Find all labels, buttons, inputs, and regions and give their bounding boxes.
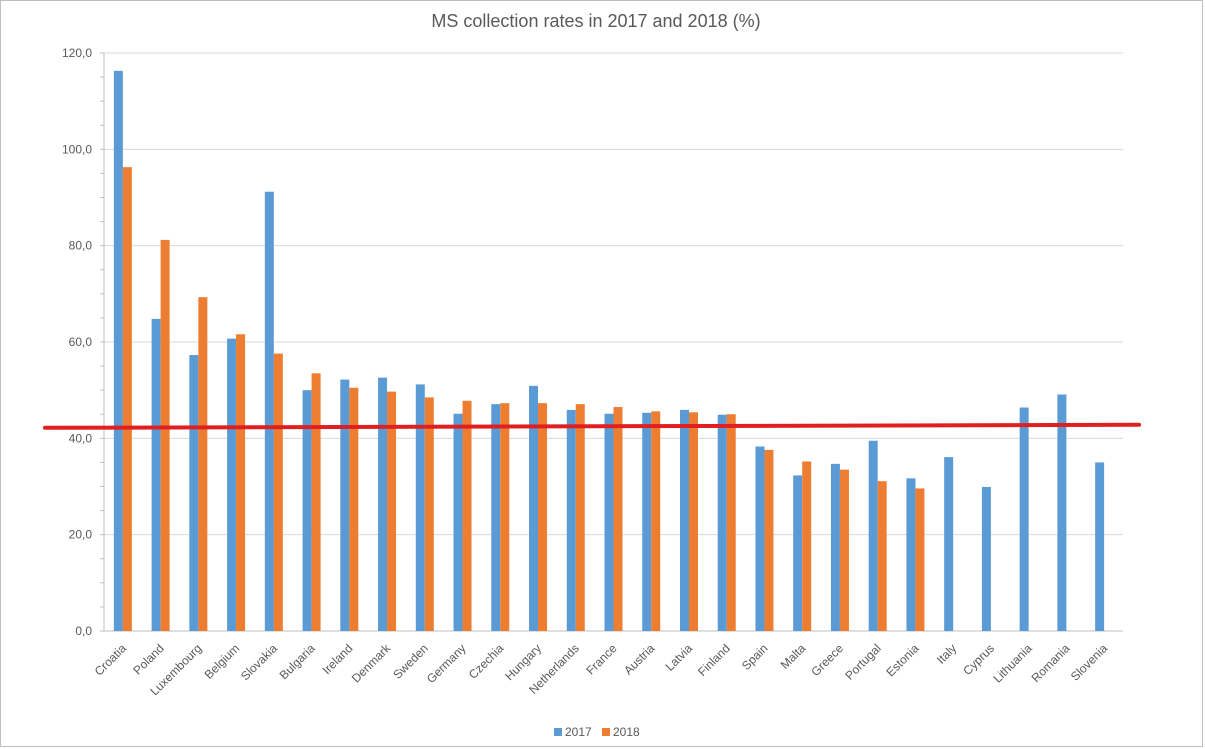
bar-2017-france: [604, 413, 614, 631]
legend-swatch-2017: [554, 728, 562, 736]
bar-2017-czechia: [491, 404, 501, 631]
bar-2017-romania: [1057, 394, 1067, 631]
bar-2018-luxembourg: [198, 297, 208, 631]
y-tick-label: 40,0: [69, 431, 93, 445]
x-tick-label: Slovakia: [238, 641, 280, 683]
bars: [113, 70, 1105, 632]
bar-2017-lithuania: [1019, 407, 1029, 631]
x-tick-label: Lithuania: [990, 641, 1035, 686]
bar-2017-slovenia: [1095, 462, 1105, 631]
annotations: [43, 422, 1141, 430]
x-tick-label: Malta: [778, 641, 809, 672]
x-tick-label: Italy: [934, 641, 959, 666]
bar-2018-latvia: [688, 412, 698, 631]
bar-2018-finland: [726, 414, 736, 631]
x-tick-label: Cyprus: [960, 641, 997, 678]
bar-2017-croatia: [113, 70, 123, 632]
bar-2018-portugal: [877, 481, 887, 631]
y-tick-label: 120,0: [62, 46, 92, 60]
x-tick-label: Germany: [424, 641, 469, 686]
bar-2018-slovakia: [273, 353, 283, 631]
bar-2017-finland: [717, 414, 727, 631]
x-tick-label: Ireland: [320, 641, 356, 677]
y-tick-label: 20,0: [69, 528, 93, 542]
bar-2017-bulgaria: [302, 390, 312, 631]
bar-2017-portugal: [868, 440, 878, 631]
x-tick-label: Spain: [739, 641, 771, 673]
bar-2018-hungary: [538, 403, 548, 631]
legend-swatch-2018: [602, 728, 610, 736]
x-tick-label: Belgium: [202, 641, 243, 682]
bar-2018-france: [613, 407, 623, 631]
bar-2017-luxembourg: [189, 355, 199, 631]
bar-2017-latvia: [679, 409, 689, 631]
bar-2018-spain: [764, 449, 774, 631]
bar-2018-malta: [802, 461, 812, 631]
bar-2018-austria: [651, 411, 661, 631]
bar-2018-bulgaria: [311, 373, 321, 631]
bar-2017-spain: [755, 446, 765, 631]
bar-2017-poland: [151, 318, 161, 631]
legend-label: 2017: [565, 725, 592, 739]
bar-2018-germany: [462, 400, 472, 631]
bar-2018-netherlands: [575, 404, 585, 631]
x-tick-label: Denmark: [349, 641, 394, 686]
bar-2018-belgium: [236, 334, 246, 631]
x-tick-label: Romania: [1029, 641, 1073, 685]
bar-2017-greece: [830, 463, 840, 631]
x-tick-label: Slovenia: [1068, 641, 1111, 684]
x-tick-label: Czechia: [466, 641, 507, 682]
bar-2017-cyprus: [981, 486, 991, 631]
x-tick-label: Poland: [130, 641, 166, 677]
bar-2017-austria: [642, 412, 652, 631]
x-tick-label: Croatia: [92, 641, 129, 678]
bar-2018-estonia: [915, 488, 925, 631]
bar-2018-greece: [839, 469, 849, 631]
bar-2018-czechia: [500, 403, 510, 631]
x-tick-label: France: [583, 641, 620, 678]
bar-2017-malta: [793, 475, 803, 631]
y-tick-label: 60,0: [69, 335, 93, 349]
bar-2017-denmark: [378, 377, 388, 631]
bar-2017-germany: [453, 413, 463, 631]
bar-2018-ireland: [349, 387, 359, 631]
bar-2017-hungary: [529, 385, 539, 631]
y-tick-label: 0,0: [75, 624, 92, 638]
bar-2018-denmark: [387, 391, 397, 631]
x-tick-label: Finland: [695, 641, 733, 679]
bar-2018-croatia: [122, 167, 132, 631]
y-tick-label: 100,0: [62, 142, 92, 156]
bar-2017-slovakia: [264, 191, 274, 631]
bar-2018-sweden: [424, 397, 434, 631]
bar-2017-netherlands: [566, 409, 576, 631]
bar-2017-estonia: [906, 478, 916, 631]
bar-2017-belgium: [227, 338, 237, 631]
bar-2017-italy: [944, 457, 954, 631]
bar-2017-sweden: [415, 384, 425, 631]
reference-line: [43, 422, 1141, 430]
x-tick-label: Estonia: [883, 641, 921, 679]
legend: 2017 2018: [554, 725, 640, 739]
y-tick-label: 80,0: [69, 239, 93, 253]
x-tick-label: Latvia: [663, 641, 696, 674]
x-tick-label: Austria: [621, 641, 658, 678]
x-tick-label: Portugal: [842, 641, 884, 683]
x-axis-labels: Croatia PolandLuxembourgBelgiumSlovakiaBu…: [92, 641, 1111, 699]
legend-label: 2018: [613, 725, 640, 739]
bar-2017-ireland: [340, 379, 350, 631]
x-tick-label: Greece: [808, 641, 846, 679]
chart-title: MS collection rates in 2017 and 2018 (%): [431, 11, 761, 31]
bar-2018-poland: [160, 239, 170, 632]
x-tick-label: Bulgaria: [277, 641, 318, 682]
